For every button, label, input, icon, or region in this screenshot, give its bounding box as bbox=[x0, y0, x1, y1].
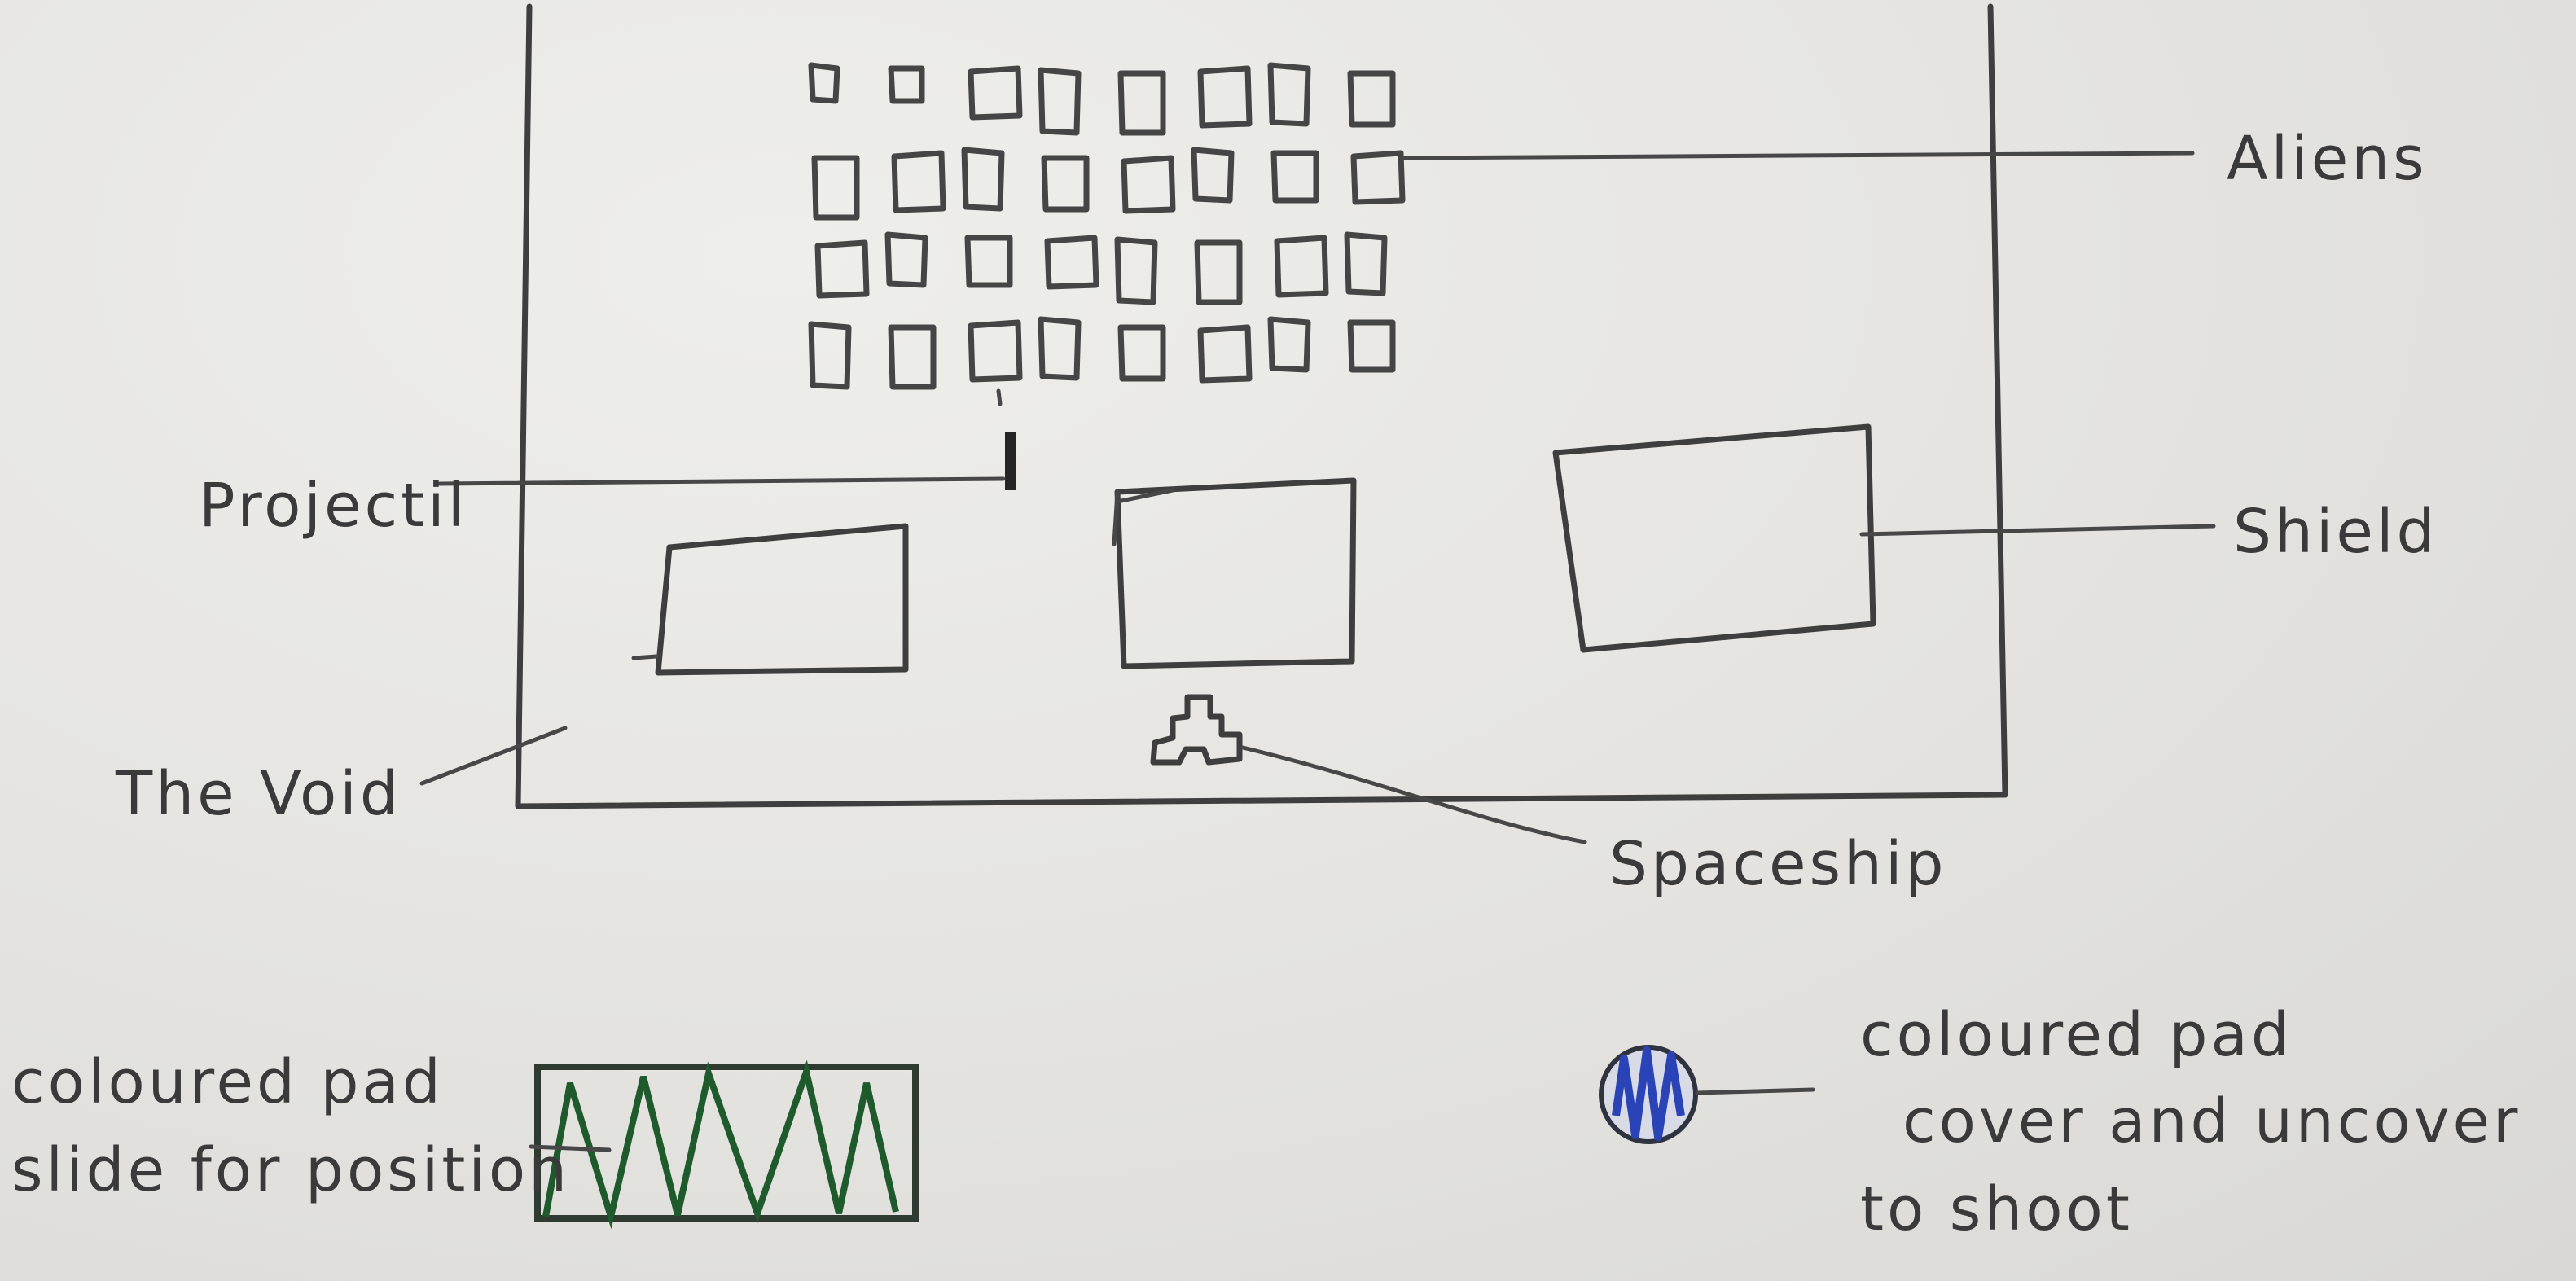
aliens-leader-line bbox=[1400, 151, 2195, 160]
shield-center-flap bbox=[1112, 488, 1175, 546]
alien bbox=[1044, 235, 1099, 290]
alien bbox=[968, 65, 1023, 121]
alien bbox=[1274, 235, 1329, 298]
label-shoot-pad-line-3: to shoot bbox=[1860, 1174, 2133, 1244]
alien bbox=[1117, 70, 1166, 136]
alien bbox=[814, 239, 870, 299]
alien bbox=[811, 155, 860, 221]
label-projectile: Projectil bbox=[199, 471, 467, 541]
the-void-leader-line bbox=[419, 726, 568, 786]
alien bbox=[1197, 324, 1253, 384]
label-shoot-pad-line-1: coloured pad bbox=[1860, 1000, 2293, 1070]
alien bbox=[808, 62, 840, 104]
projectile-leader-line bbox=[437, 476, 1006, 486]
alien bbox=[888, 65, 925, 104]
alien bbox=[1038, 67, 1082, 136]
alien bbox=[1191, 147, 1235, 204]
alien bbox=[964, 235, 1013, 288]
label-spaceship: Spaceship bbox=[1609, 829, 1947, 899]
shoot-pad[interactable] bbox=[1599, 1045, 1698, 1144]
alien bbox=[1038, 316, 1082, 381]
shoot-pad-leader-line bbox=[1695, 1087, 1815, 1095]
spaceship-leader-line bbox=[1240, 745, 1587, 844]
label-shoot-pad-line-2: cover and uncover bbox=[1902, 1086, 2521, 1156]
alien bbox=[961, 147, 1005, 212]
alien bbox=[1347, 70, 1396, 128]
alien bbox=[1197, 65, 1253, 129]
slider-pad-leader-line bbox=[529, 1144, 612, 1152]
shield-left bbox=[655, 523, 909, 676]
label-the-void: The Void bbox=[115, 759, 402, 829]
alien bbox=[1347, 319, 1396, 373]
shield-right bbox=[1552, 423, 1876, 653]
alien bbox=[1194, 239, 1243, 305]
alien bbox=[1350, 150, 1406, 205]
slider-pad[interactable] bbox=[534, 1059, 919, 1230]
alien bbox=[1117, 324, 1166, 382]
shield-center bbox=[1114, 477, 1357, 669]
shield-leader-line bbox=[1859, 524, 2216, 537]
shoot-pad-zigzag bbox=[1612, 1046, 1685, 1141]
alien bbox=[888, 324, 937, 390]
slider-pad-zigzag bbox=[542, 1059, 899, 1230]
alien bbox=[1270, 150, 1319, 204]
alien-grid bbox=[808, 62, 1406, 390]
alien bbox=[891, 150, 946, 213]
label-slider-pad-line-2: slide for position bbox=[11, 1135, 570, 1205]
projectile-trail bbox=[996, 388, 1003, 406]
alien bbox=[1267, 62, 1311, 127]
alien bbox=[1041, 155, 1090, 213]
game-area-frame bbox=[515, 3, 2008, 809]
alien bbox=[1344, 231, 1388, 296]
shield-left-tick bbox=[631, 654, 659, 660]
slider-pad-outline bbox=[534, 1064, 919, 1222]
label-aliens: Aliens bbox=[2227, 124, 2428, 194]
projectile bbox=[1005, 432, 1016, 490]
alien bbox=[1267, 316, 1311, 373]
alien bbox=[808, 321, 852, 390]
spaceship bbox=[1150, 694, 1243, 766]
alien bbox=[884, 231, 928, 288]
alien bbox=[968, 319, 1023, 383]
alien bbox=[1121, 155, 1176, 214]
label-slider-pad-line-1: coloured pad bbox=[11, 1047, 444, 1117]
label-shield: Shield bbox=[2233, 497, 2438, 567]
alien bbox=[1114, 236, 1158, 305]
